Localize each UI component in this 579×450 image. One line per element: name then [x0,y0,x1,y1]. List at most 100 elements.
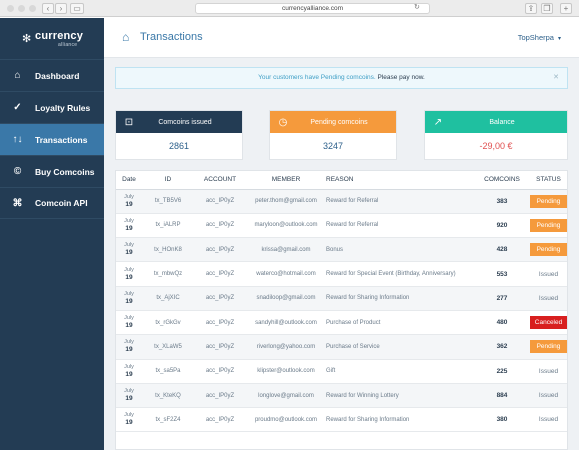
cell-id: tx_KteKQ [142,383,194,409]
share-button[interactable]: ⇪ [525,3,537,14]
cell-member: peter.thom@gmail.com [246,189,326,214]
new-tab-button[interactable]: + [560,3,572,14]
cell-comcoins: 277 [476,286,528,311]
cell-id: tx_AjXIC [142,286,194,311]
table-row[interactable]: July 19 tx_iALRP acc_IP0yZ maryloon@outlook.… [116,213,567,239]
reload-icon[interactable]: ↻ [414,4,420,11]
cell-comcoins: 480 [476,310,528,336]
column-header-status[interactable]: STATUS [528,171,567,190]
cell-id: tx_sF2Z4 [142,407,194,433]
column-header-reason[interactable]: REASON [326,171,476,190]
cell-reason: Reward for Sharing Information [326,407,476,433]
cell-status: Pending [528,334,567,360]
status-badge: Pending [529,218,567,232]
cell-account: acc_IP0yZ [194,310,246,336]
table-row[interactable]: July 19 tx_AjXIC acc_IP0yZ snadiloop@gmail.c… [116,286,567,311]
cell-account: acc_IP0yZ [194,383,246,409]
cell-account: acc_IP0yZ [194,189,246,214]
sidebar-item-transactions[interactable]: ↑↓ Transactions [0,123,104,155]
cell-member: klipster@outlook.com [246,359,326,384]
date-month: July [124,412,134,419]
cell-id: tx_mbwQz [142,261,194,287]
coin-icon: © [13,166,22,177]
sidebar-item-loyalty-rules[interactable]: ✓ Loyalty Rules [0,91,104,123]
date-day: 19 [125,297,133,305]
forward-button[interactable]: › [55,3,67,14]
column-header-comcoins[interactable]: COMCOINS [476,171,528,190]
date-month: July [124,339,134,346]
cell-member: snadiloop@gmail.com [246,286,326,311]
date-month: July [124,315,134,322]
cell-account: acc_IP0yZ [194,334,246,360]
back-button[interactable]: ‹ [42,3,54,14]
home-icon[interactable]: ⌂ [122,30,130,44]
cell-account: acc_IP0yZ [194,359,246,384]
column-header-date[interactable]: Date [116,171,142,190]
cell-status: Issued [528,286,567,311]
check-badge-icon: ✓ [13,102,22,113]
logo[interactable]: ✻ currency alliance [22,30,102,52]
sidebar: ✻ currency alliance ⌂ Dashboard ✓ Loyalt… [0,18,104,450]
stat-card-issued: ⊡ Comcoins issued 2861 [115,110,243,160]
table-row[interactable]: July 19 tx_sF2Z4 acc_IP0yZ proudmo@outlook.c… [116,407,567,433]
date-month: July [124,388,134,395]
status-badge: Issued [538,367,559,375]
user-menu[interactable]: TopSherpa ▾ [518,33,561,42]
sidebar-item-buy-comcoins[interactable]: © Buy Comcoins [0,155,104,187]
cell-status: Issued [528,261,567,287]
cell-id: tx_iALRP [142,213,194,239]
chevron-down-icon: ▾ [557,36,561,42]
table-header-row: Date ID ACCOUNT MEMBER REASON COMCOINS S… [116,171,567,190]
clock-icon: ◷ [278,116,288,128]
cell-date: July 19 [116,189,142,214]
logo-name: currency [35,30,84,42]
window-close-button[interactable] [7,5,14,12]
table-row[interactable]: July 19 tx_sa5Pa acc_IP0yZ klipster@outlook.… [116,359,567,384]
close-icon[interactable]: ✕ [553,74,559,81]
sidebar-item-label: Buy Comcoins [35,166,95,177]
tabs-button[interactable]: ❐ [541,3,553,14]
cell-member: proudmo@outlook.com [246,407,326,433]
sidebar-item-comcoin-api[interactable]: ⌘ Comcoin API [0,187,104,219]
trend-icon: ↗ [433,116,443,128]
status-badge: Issued [538,416,559,424]
address-bar[interactable]: currencyalliance.com [195,3,430,14]
transactions-table: Date ID ACCOUNT MEMBER REASON COMCOINS S… [115,170,568,450]
stat-label: Pending comcoins [310,118,368,126]
cell-comcoins: 428 [476,237,528,263]
table-row[interactable]: July 19 tx_KteKQ acc_IP0yZ longlove@gmail.co… [116,383,567,409]
window-zoom-button[interactable] [29,5,36,12]
date-month: July [124,193,134,200]
window-minimize-button[interactable] [18,5,25,12]
cell-status: Pending [528,189,567,214]
sidebar-toggle-button[interactable]: ▭ [70,3,84,14]
column-header-account[interactable]: ACCOUNT [194,171,246,190]
table-row[interactable]: July 19 tx_HOnK8 acc_IP0yZ krissa@gmail.com B… [116,237,567,263]
table-row[interactable]: July 19 tx_TB5V6 acc_IP0yZ peter.thom@gmail.… [116,189,567,214]
cell-member: maryloon@outlook.com [246,213,326,239]
date-day: 19 [125,346,133,354]
table-row[interactable]: July 19 tx_rGkGv acc_IP0yZ sandyhill@outlook… [116,310,567,336]
cell-reason: Purchase of Service [326,334,476,360]
cell-account: acc_IP0yZ [194,286,246,311]
cell-comcoins: 380 [476,407,528,433]
table-row[interactable]: July 19 tx_XLaW5 acc_IP0yZ riverlong@yahoo.c… [116,334,567,360]
stat-value: -29,00 € [479,141,513,151]
column-header-id[interactable]: ID [142,171,194,190]
coin-card-icon: ⊡ [124,116,134,128]
column-header-member[interactable]: MEMBER [246,171,326,190]
date-day: 19 [125,249,133,257]
cell-member: waterco@hotmail.com [246,261,326,287]
home-icon: ⌂ [14,70,21,81]
alert-pay-link[interactable]: Please pay now. [377,74,425,81]
cell-id: tx_XLaW5 [142,334,194,360]
sidebar-item-dashboard[interactable]: ⌂ Dashboard [0,59,104,91]
cell-comcoins: 553 [476,261,528,287]
cell-reason: Reward for Winning Lottery [326,383,476,409]
status-badge: Issued [538,392,559,400]
table-row[interactable]: July 19 tx_mbwQz acc_IP0yZ waterco@hotmail.c… [116,261,567,287]
date-day: 19 [125,322,133,330]
stat-value: 2861 [168,141,190,151]
sidebar-item-label: Dashboard [35,70,80,81]
cell-date: July 19 [116,359,142,384]
